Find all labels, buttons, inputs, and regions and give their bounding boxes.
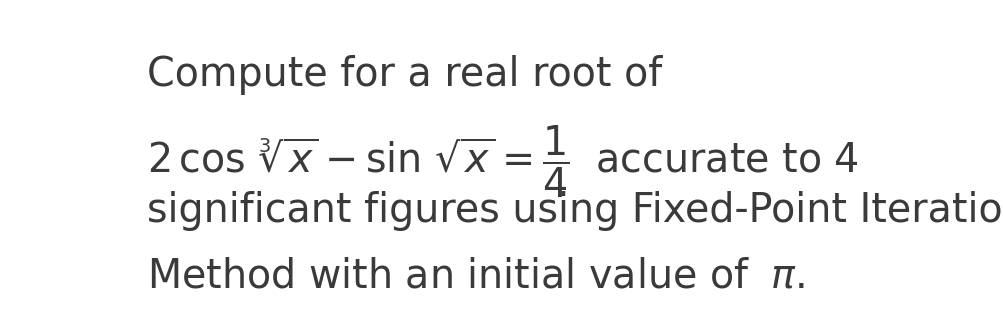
Text: significant figures using Fixed-Point Iteration: significant figures using Fixed-Point It… [147,191,1003,231]
Text: Compute for a real root of: Compute for a real root of [147,55,662,95]
Text: $2\,\cos\,\sqrt[3]{x} - \sin\,\sqrt{x} = \dfrac{1}{4}\;$ accurate to 4: $2\,\cos\,\sqrt[3]{x} - \sin\,\sqrt{x} =… [147,124,859,200]
Text: Method with an initial value of $\;\pi$.: Method with an initial value of $\;\pi$. [147,256,804,296]
